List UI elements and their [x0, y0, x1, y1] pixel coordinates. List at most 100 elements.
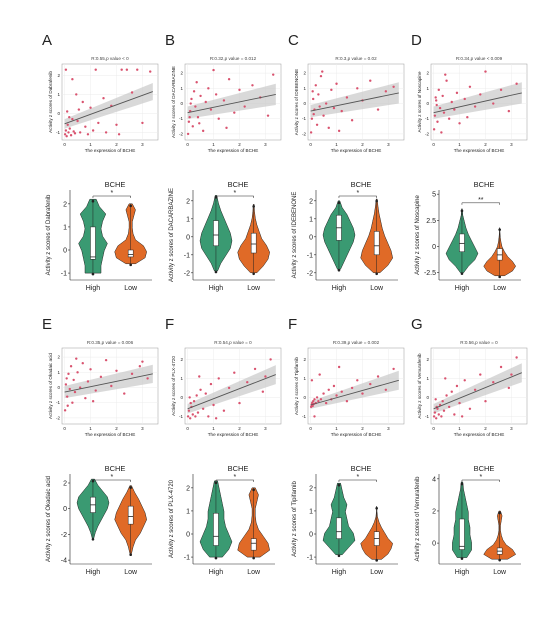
- y-axis-label: Activity z scores of PLX-4720: [169, 479, 175, 558]
- x-tick-label: 0: [63, 142, 66, 147]
- outlier-point: [375, 507, 378, 510]
- x-tick-label: 2: [484, 426, 487, 431]
- significance-label: *: [110, 190, 113, 197]
- data-point: [361, 392, 364, 395]
- data-point: [311, 400, 315, 403]
- y-tick-label: 1: [426, 86, 429, 91]
- data-point: [141, 360, 144, 363]
- significance-label: *: [356, 474, 359, 481]
- data-point: [77, 108, 81, 111]
- data-point: [233, 111, 236, 114]
- violin-title: BCHE: [474, 464, 495, 473]
- data-point: [99, 375, 103, 379]
- data-point: [199, 94, 202, 98]
- violin-title: BCHE: [228, 180, 249, 189]
- fit-line: [187, 93, 276, 114]
- y-tick-label: 2: [186, 485, 190, 492]
- data-point: [104, 358, 108, 362]
- box: [459, 518, 465, 550]
- y-tick-label: 2: [180, 71, 183, 76]
- y-axis-label: Activity z scores of Tipifarnib: [294, 357, 299, 415]
- outlier-point: [214, 270, 218, 274]
- data-point: [204, 100, 207, 104]
- x-tick-label: High: [86, 285, 101, 292]
- data-point: [311, 90, 314, 93]
- x-axis-label: The expression of BCHE: [208, 432, 259, 437]
- y-tick-label: 0: [309, 532, 313, 539]
- data-point: [322, 114, 325, 117]
- x-tick-label: Low: [370, 285, 384, 292]
- data-point: [125, 68, 129, 71]
- y-tick-label: 0: [432, 541, 436, 548]
- data-point: [115, 369, 118, 372]
- data-point: [335, 394, 338, 397]
- data-point: [507, 109, 511, 113]
- data-point: [324, 102, 328, 105]
- y-tick-label: 2: [309, 198, 313, 205]
- data-point: [189, 401, 192, 405]
- outlier-point: [460, 209, 464, 213]
- x-tick-label: 0: [432, 426, 435, 431]
- data-point: [251, 84, 254, 87]
- data-point: [460, 415, 464, 418]
- y-tick-label: 1: [180, 86, 183, 91]
- violin-title: BCHE: [351, 464, 372, 473]
- data-point: [94, 389, 97, 392]
- x-tick-label: 3: [141, 142, 144, 147]
- data-point: [195, 81, 198, 84]
- y-tick-label: -2: [184, 270, 190, 277]
- y-tick-label: 2: [186, 198, 190, 205]
- data-point: [432, 128, 436, 131]
- data-point: [212, 68, 215, 72]
- data-point: [499, 88, 503, 92]
- x-axis-label: The expression of BCHE: [331, 148, 382, 153]
- outlier-point: [129, 486, 132, 489]
- data-point: [187, 409, 191, 412]
- y-tick-label: -1: [61, 271, 67, 278]
- violin-panel-7: BCHE -2.5 0 2.5 5 Activity z scores of Noscap…: [415, 180, 521, 292]
- data-point: [445, 394, 448, 397]
- y-tick-label: 0: [426, 395, 429, 400]
- violin-panel-6: BCHE -2 -1 0 1 2 Activity z scores of IDEBENON…: [292, 180, 398, 292]
- data-point: [435, 103, 438, 107]
- fit-line: [433, 92, 522, 114]
- fit-line: [310, 379, 399, 406]
- data-point: [484, 400, 487, 403]
- data-point: [91, 129, 95, 132]
- y-axis-label: Activity z scores of PLX-4720: [171, 356, 176, 416]
- data-point: [434, 96, 437, 99]
- data-point: [440, 415, 443, 418]
- data-point: [327, 126, 330, 130]
- y-tick-label: 1: [57, 370, 60, 375]
- x-tick-label: High: [455, 569, 470, 576]
- data-point: [314, 84, 317, 87]
- data-point: [222, 409, 226, 412]
- y-tick-label: 1: [426, 376, 429, 381]
- scatter-title: R:0.55,p value < 0: [91, 56, 129, 61]
- data-point: [214, 417, 218, 420]
- data-point: [71, 401, 74, 404]
- outlier-point: [375, 199, 378, 203]
- data-point: [330, 88, 333, 92]
- data-point: [188, 116, 191, 119]
- y-tick-label: 0: [432, 244, 436, 251]
- data-point: [322, 392, 325, 395]
- y-tick-label: 1: [186, 508, 190, 515]
- y-tick-label: 1: [180, 376, 183, 381]
- y-tick-label: 0: [57, 385, 60, 390]
- data-point: [437, 88, 440, 92]
- x-tick-label: High: [209, 569, 224, 576]
- data-point: [63, 409, 67, 412]
- data-point: [69, 365, 73, 368]
- data-point: [69, 134, 73, 137]
- outlier-point: [375, 559, 378, 562]
- data-point: [198, 375, 201, 378]
- scatter-title: R:0.54,p value = 0: [214, 340, 252, 345]
- violin-panel-12: BCHE -4 -2 0 2 Activity z scores of Okadaic a…: [46, 464, 152, 576]
- data-point: [319, 74, 323, 78]
- data-point: [332, 106, 336, 110]
- fit-line: [64, 91, 153, 125]
- data-point: [217, 117, 220, 120]
- x-tick-label: 2: [361, 426, 364, 431]
